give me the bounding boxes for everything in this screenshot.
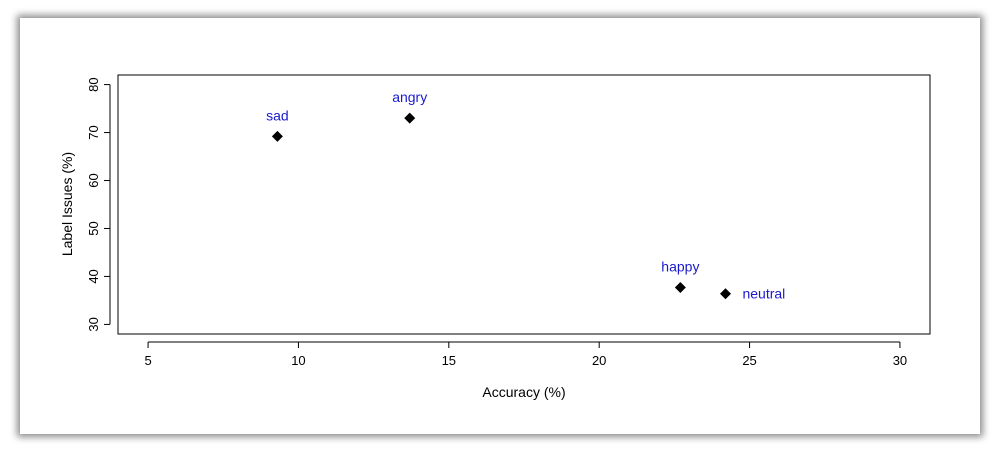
x-tick-label: 30: [893, 353, 907, 368]
y-tick-label: 50: [86, 221, 101, 235]
plot-frame: [117, 74, 931, 335]
x-tick-label: 15: [442, 353, 456, 368]
point-label-neutral: neutral: [742, 286, 785, 302]
y-tick-label: 80: [86, 77, 101, 91]
x-tick-label: 25: [742, 353, 756, 368]
x-ticks: 5 10 15 20 25 30: [144, 342, 907, 368]
x-tick-label: 20: [592, 353, 606, 368]
chart-panel: [20, 18, 980, 434]
x-tick-label: 5: [144, 353, 151, 368]
point-label-angry: angry: [392, 89, 427, 105]
y-tick-label: 40: [86, 269, 101, 283]
y-axis-title: Label Issues (%): [59, 152, 75, 256]
data-point-happy: [674, 281, 686, 293]
data-points: sad angry happy neutral: [266, 89, 785, 302]
data-point-angry: [404, 112, 416, 124]
point-label-sad: sad: [266, 107, 289, 123]
y-tick-label: 30: [86, 317, 101, 331]
y-tick-label: 70: [86, 125, 101, 139]
x-tick-label: 10: [291, 353, 305, 368]
data-point-neutral: [719, 288, 731, 300]
x-axis-title: Accuracy (%): [482, 384, 565, 400]
y-ticks: 30 40 50 60 70 80: [86, 77, 110, 332]
data-point-sad: [271, 130, 283, 142]
point-label-happy: happy: [661, 258, 699, 274]
y-tick-label: 60: [86, 173, 101, 187]
